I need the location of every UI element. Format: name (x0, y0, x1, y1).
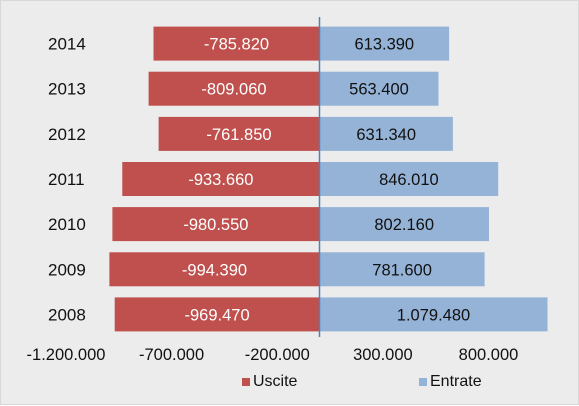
data-labels: -969.470 -994.390 -980.550 -933.660 -761.850… (182, 36, 470, 325)
data-label-entrate-2013: 563.400 (349, 81, 409, 99)
bar-uscite-2014 (153, 26, 320, 61)
data-label-entrate-2011: 846.010 (379, 171, 439, 189)
bar-entrate-2009 (319, 252, 485, 287)
data-label-uscite-2009: -994.390 (182, 261, 247, 279)
x-axis-tick-labels: -1.200.000 -700.000 -200.000 300.000 800.000 (27, 346, 519, 364)
entrate-bars (319, 26, 548, 332)
x-tick-label: -700.000 (139, 346, 204, 364)
bar-entrate-2014 (319, 26, 450, 61)
bar-uscite-2012 (158, 116, 320, 151)
category-labels: 2008 2009 2010 2011 2012 2013 2014 (48, 35, 86, 325)
data-label-entrate-2008: 1.079.480 (397, 306, 470, 324)
x-tick-label: -1.200.000 (27, 346, 106, 364)
bar-entrate-2011 (319, 162, 499, 196)
data-label-entrate-2012: 631.340 (356, 126, 416, 144)
legend-label-entrate: Entrate (430, 373, 482, 390)
legend-swatch-uscite (242, 378, 250, 386)
bar-uscite-2013 (148, 71, 320, 106)
category-label-2014: 2014 (48, 35, 86, 54)
data-label-uscite-2012: -761.850 (206, 126, 271, 144)
legend-swatch-entrate (419, 378, 427, 386)
bar-entrate-2013 (319, 71, 439, 106)
x-tick-label: 800.000 (459, 346, 519, 364)
category-label-2012: 2012 (48, 125, 86, 144)
data-label-entrate-2014: 613.390 (354, 36, 414, 54)
data-label-uscite-2014: -785.820 (204, 36, 269, 54)
category-label-2008: 2008 (48, 305, 86, 324)
bar-entrate-2012 (319, 116, 453, 151)
category-label-2009: 2009 (48, 260, 86, 279)
x-tick-label: -200.000 (245, 346, 310, 364)
x-tick-label: 300.000 (353, 346, 413, 364)
category-label-2013: 2013 (48, 80, 86, 99)
data-label-uscite-2008: -969.470 (185, 306, 250, 324)
data-label-uscite-2013: -809.060 (201, 81, 266, 99)
bar-entrate-2010 (319, 207, 489, 242)
legend: Uscite Entrate (242, 373, 482, 390)
category-label-2011: 2011 (48, 170, 85, 189)
legend-label-uscite: Uscite (253, 373, 298, 390)
bar-uscite-2010 (112, 207, 320, 242)
bar-entrate-2008 (319, 297, 548, 332)
data-label-uscite-2011: -933.660 (188, 171, 253, 189)
bar-uscite-2008 (114, 297, 320, 332)
data-label-entrate-2009: 781.600 (372, 261, 432, 279)
data-label-uscite-2010: -980.550 (183, 216, 248, 234)
bar-uscite-2011 (122, 162, 320, 196)
bar-uscite-2009 (109, 252, 320, 287)
category-label-2010: 2010 (48, 215, 86, 234)
uscite-bars (109, 26, 320, 332)
data-label-entrate-2010: 802.160 (374, 216, 434, 234)
